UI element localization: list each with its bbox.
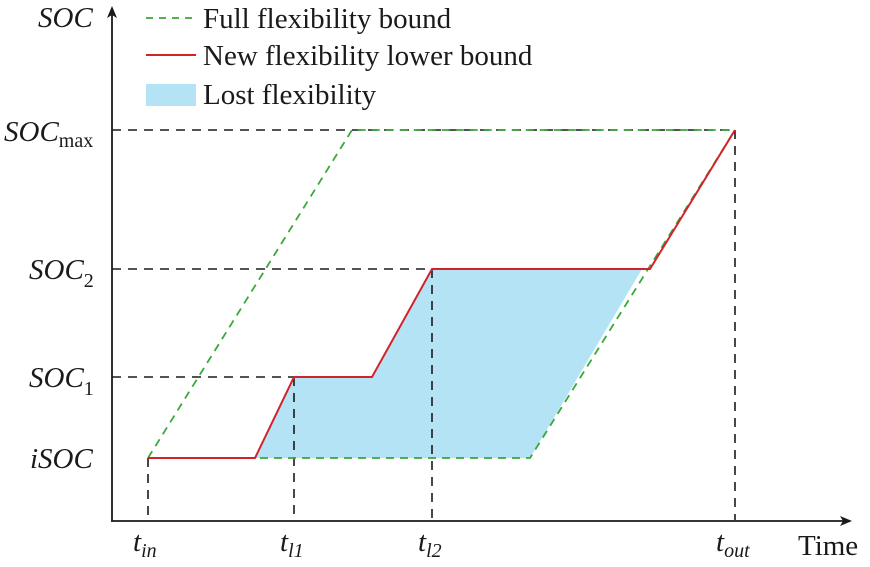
y-label-soc-max: SOCmax xyxy=(4,116,93,152)
x-label-t-l1: tl1 xyxy=(280,526,304,562)
legend-lost-label: Lost flexibility xyxy=(203,79,377,111)
y-label-isoc: iSOC xyxy=(30,443,94,475)
y-label-soc1: SOC1 xyxy=(29,362,94,400)
full-bound-lower xyxy=(148,129,736,459)
x-label-t-in: tin xyxy=(133,526,157,562)
full-flexibility-bound xyxy=(147,129,736,459)
new-flexibility-lower-bound xyxy=(148,129,736,459)
legend-lost-swatch xyxy=(146,84,196,106)
y-label-soc2: SOC2 xyxy=(29,254,94,292)
lost-flexibility-region xyxy=(255,269,642,458)
x-label-t-l2: tl2 xyxy=(418,526,442,562)
legend: Full flexibility bound New flexibility l… xyxy=(146,3,533,111)
legend-full-bound-label: Full flexibility bound xyxy=(203,3,452,35)
legend-new-lower-label: New flexibility lower bound xyxy=(203,40,533,72)
y-axis-title: SOC xyxy=(38,2,93,34)
x-axis-title: Time xyxy=(798,530,858,562)
x-label-t-out: tout xyxy=(716,526,750,562)
full-bound-upper xyxy=(147,129,735,459)
